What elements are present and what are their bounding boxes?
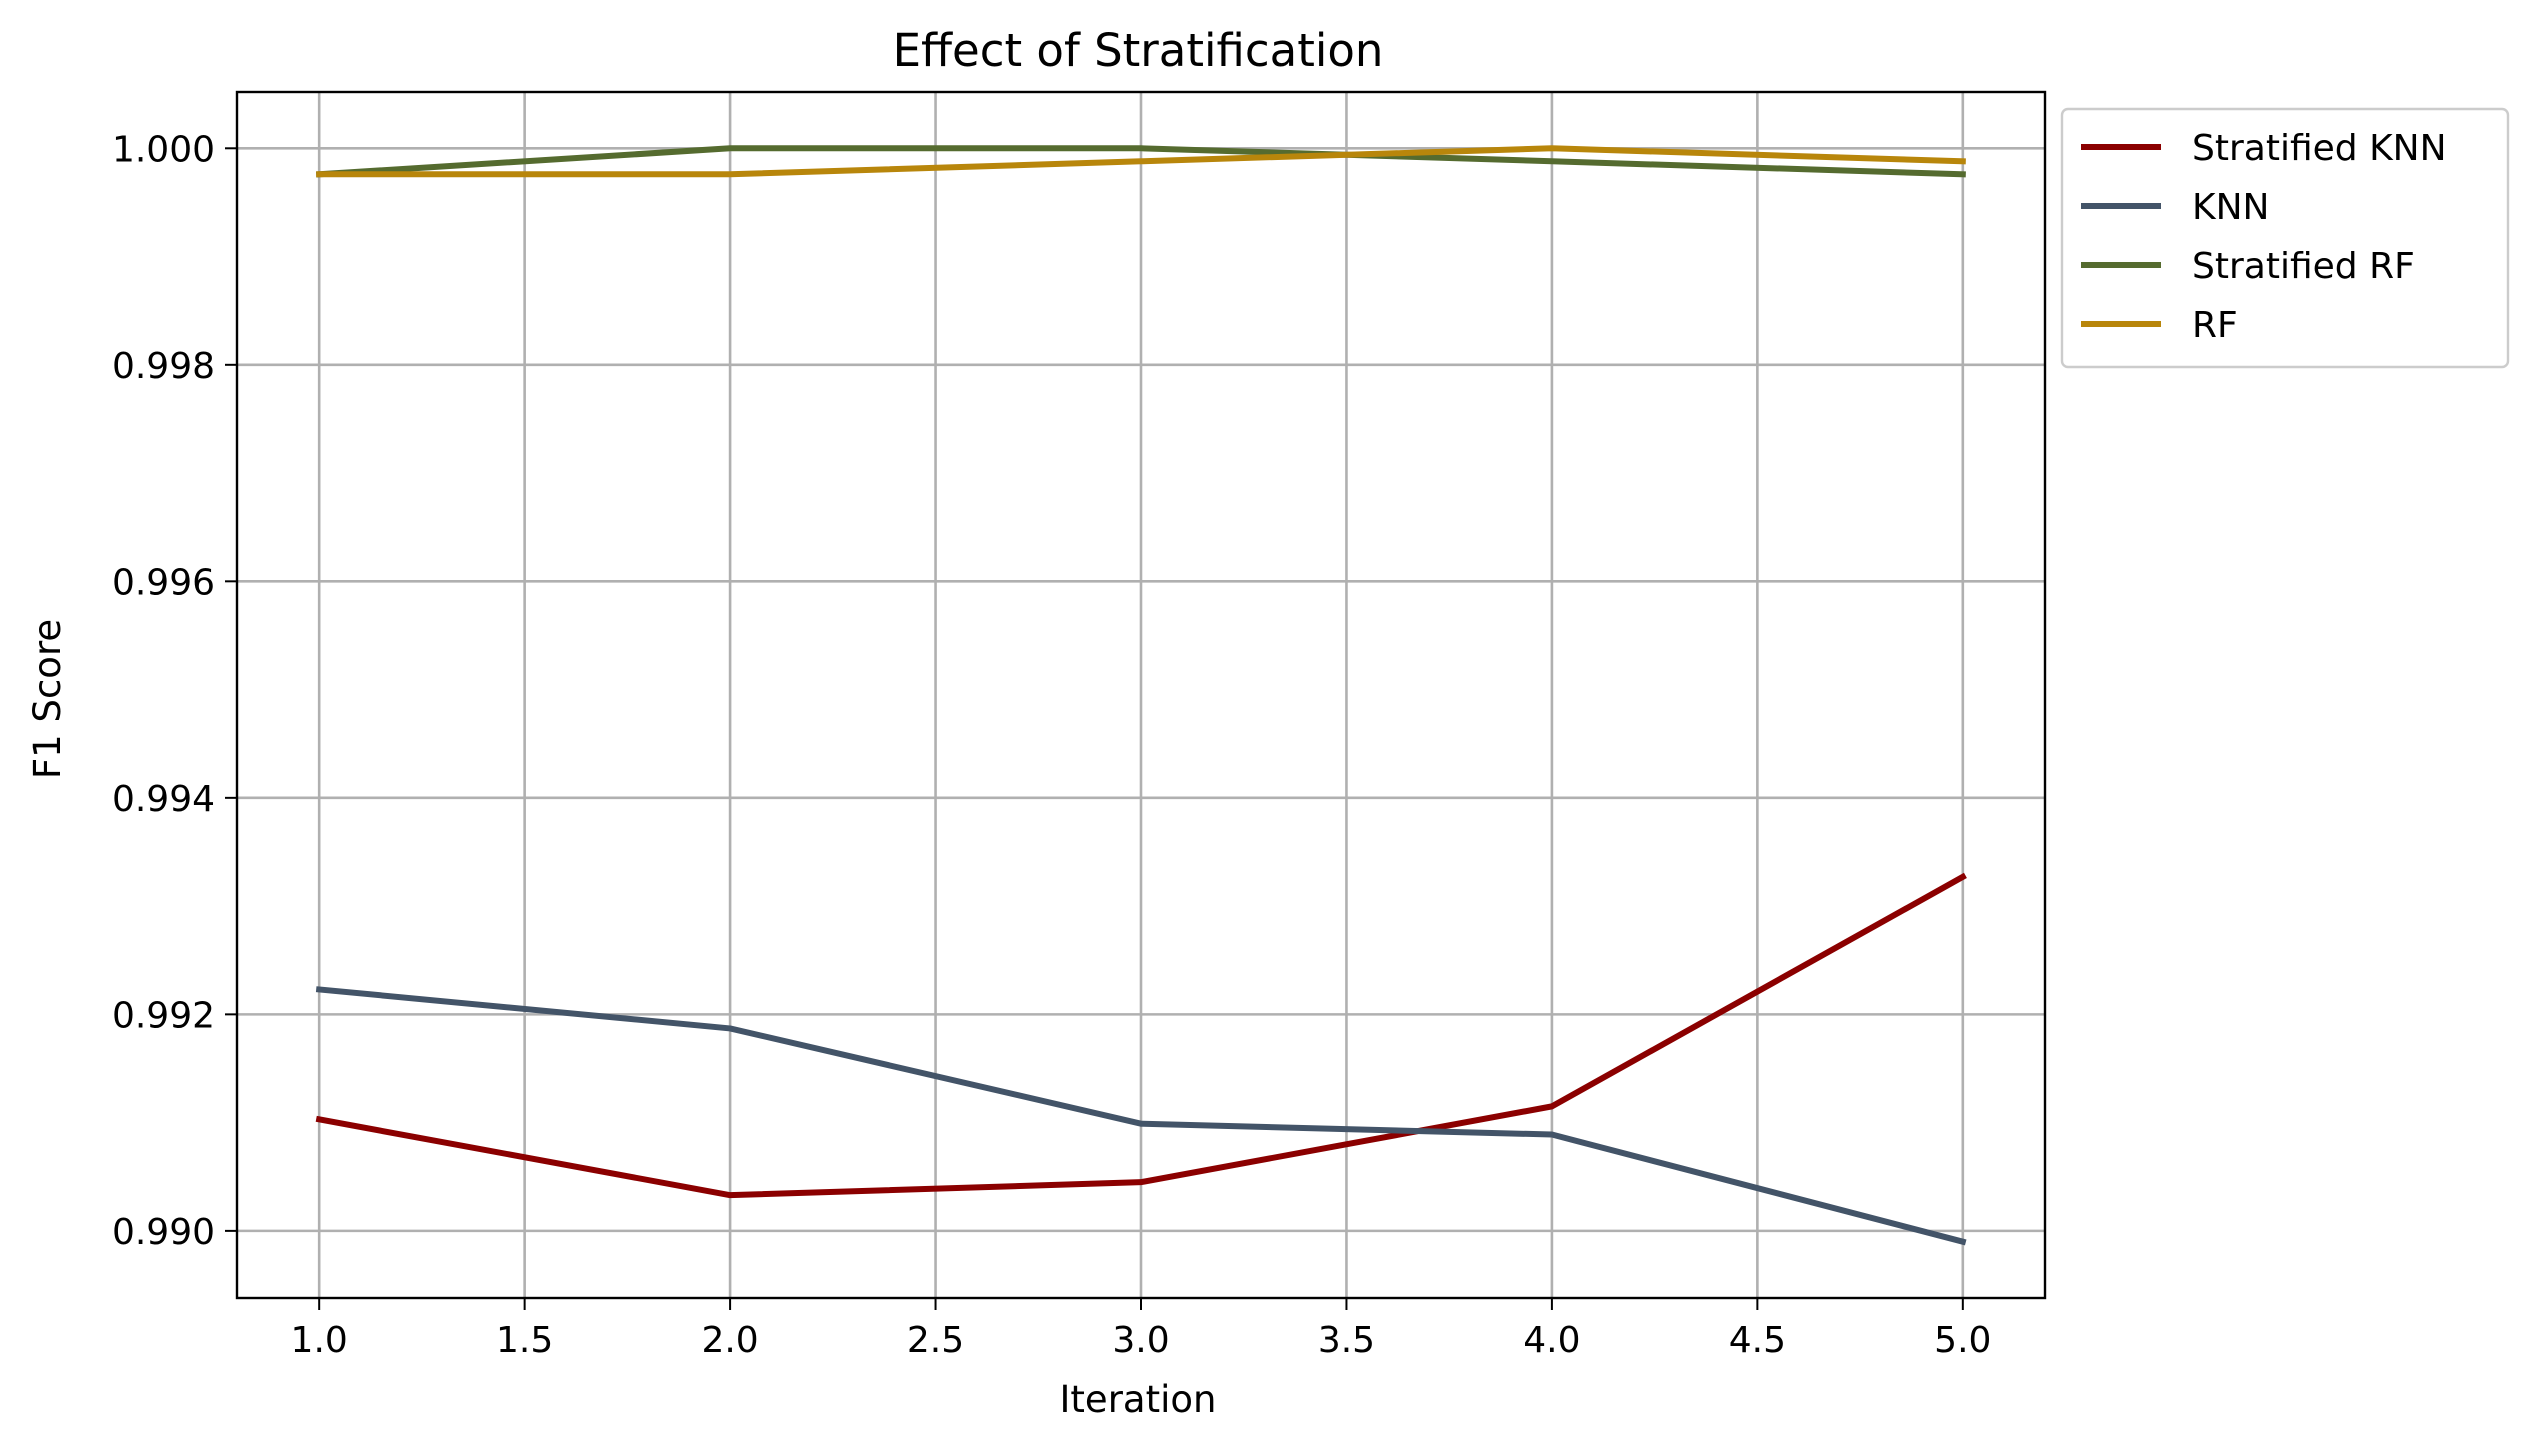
- grid: [237, 92, 2045, 1298]
- x-tick-label: 3.0: [1112, 1320, 1169, 1361]
- y-tick-label: 1.000: [112, 129, 215, 170]
- series-line-stratified-knn: [315, 872, 1967, 1199]
- legend-label-rf: RF: [2192, 305, 2238, 346]
- y-axis-title: F1 Score: [26, 619, 69, 779]
- x-tick-label: 5.0: [1934, 1320, 1991, 1361]
- x-tick-label: 1.0: [291, 1320, 348, 1361]
- legend: Stratified KNN KNN Stratified RF RF: [2060, 107, 2510, 369]
- y-tick-label: 0.998: [112, 346, 215, 387]
- x-tick-label: 1.5: [496, 1320, 553, 1361]
- axis-ticks: 1.0 1.5 2.0 2.5 3.0 3.5 4.0 4.5 5.0 0.990 0.992 0.9…: [112, 129, 1992, 1361]
- legend-label-knn: KNN: [2192, 187, 2269, 228]
- y-tick-label: 0.994: [112, 779, 215, 820]
- y-tick-label: 0.996: [112, 562, 215, 603]
- series-line-stratified-rf: [315, 145, 1966, 178]
- x-tick-label: 2.5: [907, 1320, 964, 1361]
- x-tick-label: 4.0: [1523, 1320, 1580, 1361]
- x-tick-label: 3.5: [1318, 1320, 1375, 1361]
- y-tick-label: 0.990: [112, 1212, 215, 1253]
- legend-label-stratified-rf: Stratified RF: [2192, 246, 2415, 287]
- legend-label-stratified-knn: Stratified KNN: [2192, 128, 2447, 169]
- series-lines: [315, 145, 1967, 1246]
- series-line-knn: [315, 986, 1967, 1246]
- x-tick-label: 4.5: [1729, 1320, 1786, 1361]
- y-tick-label: 0.992: [112, 995, 215, 1036]
- x-axis-title: Iteration: [1060, 1378, 1217, 1421]
- x-tick-label: 2.0: [701, 1320, 758, 1361]
- series-line-rf: [316, 145, 1966, 178]
- chart-title: Effect of Stratification: [893, 24, 1384, 77]
- legend-box: [2060, 107, 2510, 369]
